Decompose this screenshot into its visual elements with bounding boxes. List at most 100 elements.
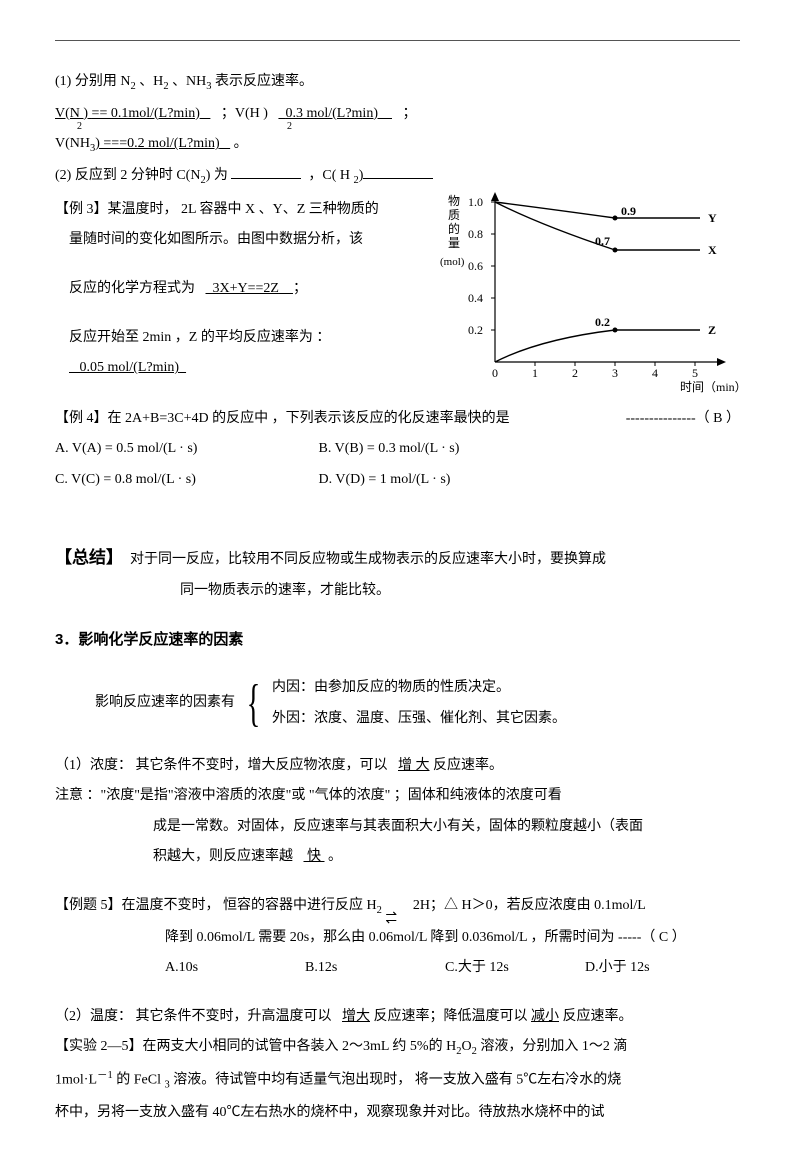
xt: 2	[572, 366, 578, 380]
summary-line1: 【总结】 对于同一反应，比较用不同反应物或生成物表示的反应速率大小时，要换算成	[55, 542, 740, 574]
t: 溶液，分别加入 1～2 滴	[477, 1039, 628, 1054]
tail: ；	[293, 281, 307, 296]
ann: 0.9	[621, 204, 636, 218]
tail: 2H；△ H＞0，若反应浓度由 0.1mol/L	[413, 898, 646, 913]
ex3-rate-lbl: 反应开始至 2min ，Z 的平均反应速率为 ：	[69, 325, 395, 352]
q1-rates: V(N ) == 0.1mol/(L?min) ；V(H ) 0.3 mol/(…	[55, 101, 740, 128]
sub-n2: 2	[77, 117, 82, 136]
text: （2）温度： 其它条件不变时，升高温度可以	[55, 1009, 332, 1024]
text: 积越大，则反应速率越	[153, 849, 293, 864]
optB: B.12s	[305, 955, 445, 982]
text: 、H	[139, 74, 163, 89]
blank	[231, 165, 301, 179]
lbl: V(NH	[55, 136, 90, 151]
ylab4: 量	[448, 236, 460, 250]
optD: D. V(D) = 1 mol/(L · s)	[319, 467, 451, 494]
ex5-line2: 降到 0.06mol/L 需要 20s，那么由 0.06mol/L 降到 0.0…	[165, 925, 740, 952]
t: 溶液。待试管中均有适量气泡出现时， 将一支放入盛有 5℃左右冷水的烧	[170, 1073, 622, 1088]
t: 【实验 2—5】在两支大小相同的试管中各装入 2～3mL 约 5%的 H	[55, 1039, 456, 1054]
ex3-eq: 反应的化学方程式为 3X+Y==2Z ；	[69, 276, 395, 303]
ann: 0.2	[595, 315, 610, 329]
tail: 。	[328, 849, 342, 864]
u2: 减小	[531, 1009, 559, 1024]
lbl-y: Y	[708, 211, 717, 225]
ex4-head: 【例 4】在 2A+B=3C+4D 的反应中 ，下列表示该反应的化反速率最快的是…	[55, 406, 740, 433]
val: 3X+Y==2Z	[213, 281, 279, 296]
text: ) 为	[206, 168, 228, 183]
ex3-head2: 量随时间的变化如图所示。由图中数据分析，该	[69, 227, 395, 254]
vh-label: ；V(H )	[221, 106, 268, 121]
t: 1mol·L	[55, 1073, 97, 1088]
p1-note1: 注意 ："浓度"是指"溶液中溶质的浓度"或 "气体的浓度" ；固体和纯液体的浓度…	[55, 783, 740, 810]
summary-line2: 同一物质表示的速率，才能比较。	[180, 578, 740, 605]
text: 表示反应速率。	[215, 74, 313, 89]
xt: 4	[652, 366, 658, 380]
ex4-opts1: A. V(A) = 0.5 mol/(L · s) B. V(B) = 0.3 …	[55, 436, 740, 463]
ex3-head1: 【例 3】某温度时， 2L 容器中 X 、Y、Z 三种物质的	[55, 197, 395, 224]
u: 增 大	[398, 758, 430, 773]
yt: 0.2	[468, 323, 483, 337]
vn-label: V(N )	[55, 106, 88, 121]
yunit: (mol)	[440, 256, 465, 268]
u: 快	[307, 849, 321, 864]
t: O	[461, 1039, 471, 1054]
ex3-block: 【例 3】某温度时， 2L 容器中 X 、Y、Z 三种物质的 量随时间的变化如图…	[55, 197, 740, 402]
sec3-title: 3．影响化学反应速率的因素	[55, 626, 740, 655]
blank	[363, 165, 433, 179]
tail: 反应速率。	[563, 1009, 633, 1024]
outer-cause: 外因：浓度、温度、压强、催化剂、其它因素。	[272, 704, 566, 735]
optC: C. V(C) = 0.8 mol/(L · s)	[55, 467, 315, 494]
brace-glyph: {	[247, 678, 261, 730]
tail: 反应速率。	[433, 758, 503, 773]
curve-y	[495, 202, 700, 218]
semi: ；	[402, 106, 416, 121]
top-rule	[55, 40, 740, 41]
sub-h2: 2	[287, 117, 292, 136]
yt: 0.6	[468, 259, 483, 273]
p2-exp2: 1mol·L－1 的 FeCl 3 溶液。待试管中均有适量气泡出现时， 将一支放…	[55, 1066, 740, 1095]
period: 。	[234, 136, 248, 151]
brace-label: 影响反应速率的因素有	[95, 690, 235, 717]
sub: 2	[130, 81, 135, 92]
answer: ---------------（ B ）	[626, 406, 740, 433]
lbl-z: Z	[708, 323, 716, 337]
sub: 2	[163, 81, 168, 92]
ylab2: 质	[448, 208, 460, 222]
t: 的 FeCl	[113, 1073, 165, 1088]
ex3-rate-val: 0.05 mol/(L?min)	[69, 355, 395, 382]
u1: 增大	[342, 1009, 370, 1024]
p1-note3: 积越大，则反应速率越 快 。	[153, 844, 740, 871]
val: ) ===0.2 mol/(L?min)	[95, 136, 219, 151]
p2-exp3: 杯中，另将一支放入盛有 40℃左右热水的烧杯中，观察现象并对比。待放热水烧杯中的…	[55, 1100, 740, 1127]
xt: 0	[492, 366, 498, 380]
yt: 0.4	[468, 291, 483, 305]
optA: A. V(A) = 0.5 mol/(L · s)	[55, 436, 315, 463]
brace-block: 影响反应速率的因素有 { 内因：由参加反应的物质的性质决定。 外因：浓度、温度、…	[95, 673, 740, 735]
val: 0.05 mol/(L?min)	[80, 360, 180, 375]
chart-svg: 物 质 的 量 (mol) 0.2 0.4 0.6 0.8 1.0 0 1 2	[440, 187, 760, 397]
mid: 反应速率；降低温度可以	[374, 1009, 532, 1024]
text: (2) 反应到 2 分钟时 C(N	[55, 168, 200, 183]
p1-head: （1）浓度： 其它条件不变时，增大反应物浓度，可以 增 大 反应速率。	[55, 753, 740, 780]
optC: C.大于 12s	[445, 955, 585, 982]
yticks: 0.2 0.4 0.6 0.8 1.0	[468, 195, 495, 337]
sub: 3	[206, 81, 211, 92]
vn-val: == 0.1mol/(L?min)	[92, 106, 200, 121]
xlabel: 时间（min）	[680, 380, 747, 394]
p2-head: （2）温度： 其它条件不变时，升高温度可以 增大 反应速率；降低温度可以 减小 …	[55, 1004, 740, 1031]
text: 对于同一反应，比较用不同反应物或生成物表示的反应速率大小时，要换算成	[130, 552, 606, 567]
ex5-opts: A.10s B.12s C.大于 12s D.小于 12s	[165, 955, 740, 982]
xticks: 0 1 2 3 4 5	[492, 362, 698, 380]
lbl: 反应的化学方程式为	[69, 281, 195, 296]
optB: B. V(B) = 0.3 mol/(L · s)	[319, 436, 460, 463]
ex4-opts2: C. V(C) = 0.8 mol/(L · s) D. V(D) = 1 mo…	[55, 467, 740, 494]
yt: 0.8	[468, 227, 483, 241]
optA: A.10s	[165, 955, 305, 982]
vh-val: 0.3 mol/(L?min)	[285, 106, 378, 121]
lbl-x: X	[708, 243, 717, 257]
q1-line1: (1) 分别用 N2 、H2 、NH3 表示反应速率。	[55, 69, 740, 97]
text: 、NH	[172, 74, 206, 89]
p1-note2: 成是一常数。对固体，反应速率与其表面积大小有关，固体的颗粒度越小（表面	[153, 814, 740, 841]
text: 【例题 5】在温度不变时， 恒容的容器中进行反应 H	[55, 898, 377, 913]
text: ，C( H	[308, 168, 353, 183]
